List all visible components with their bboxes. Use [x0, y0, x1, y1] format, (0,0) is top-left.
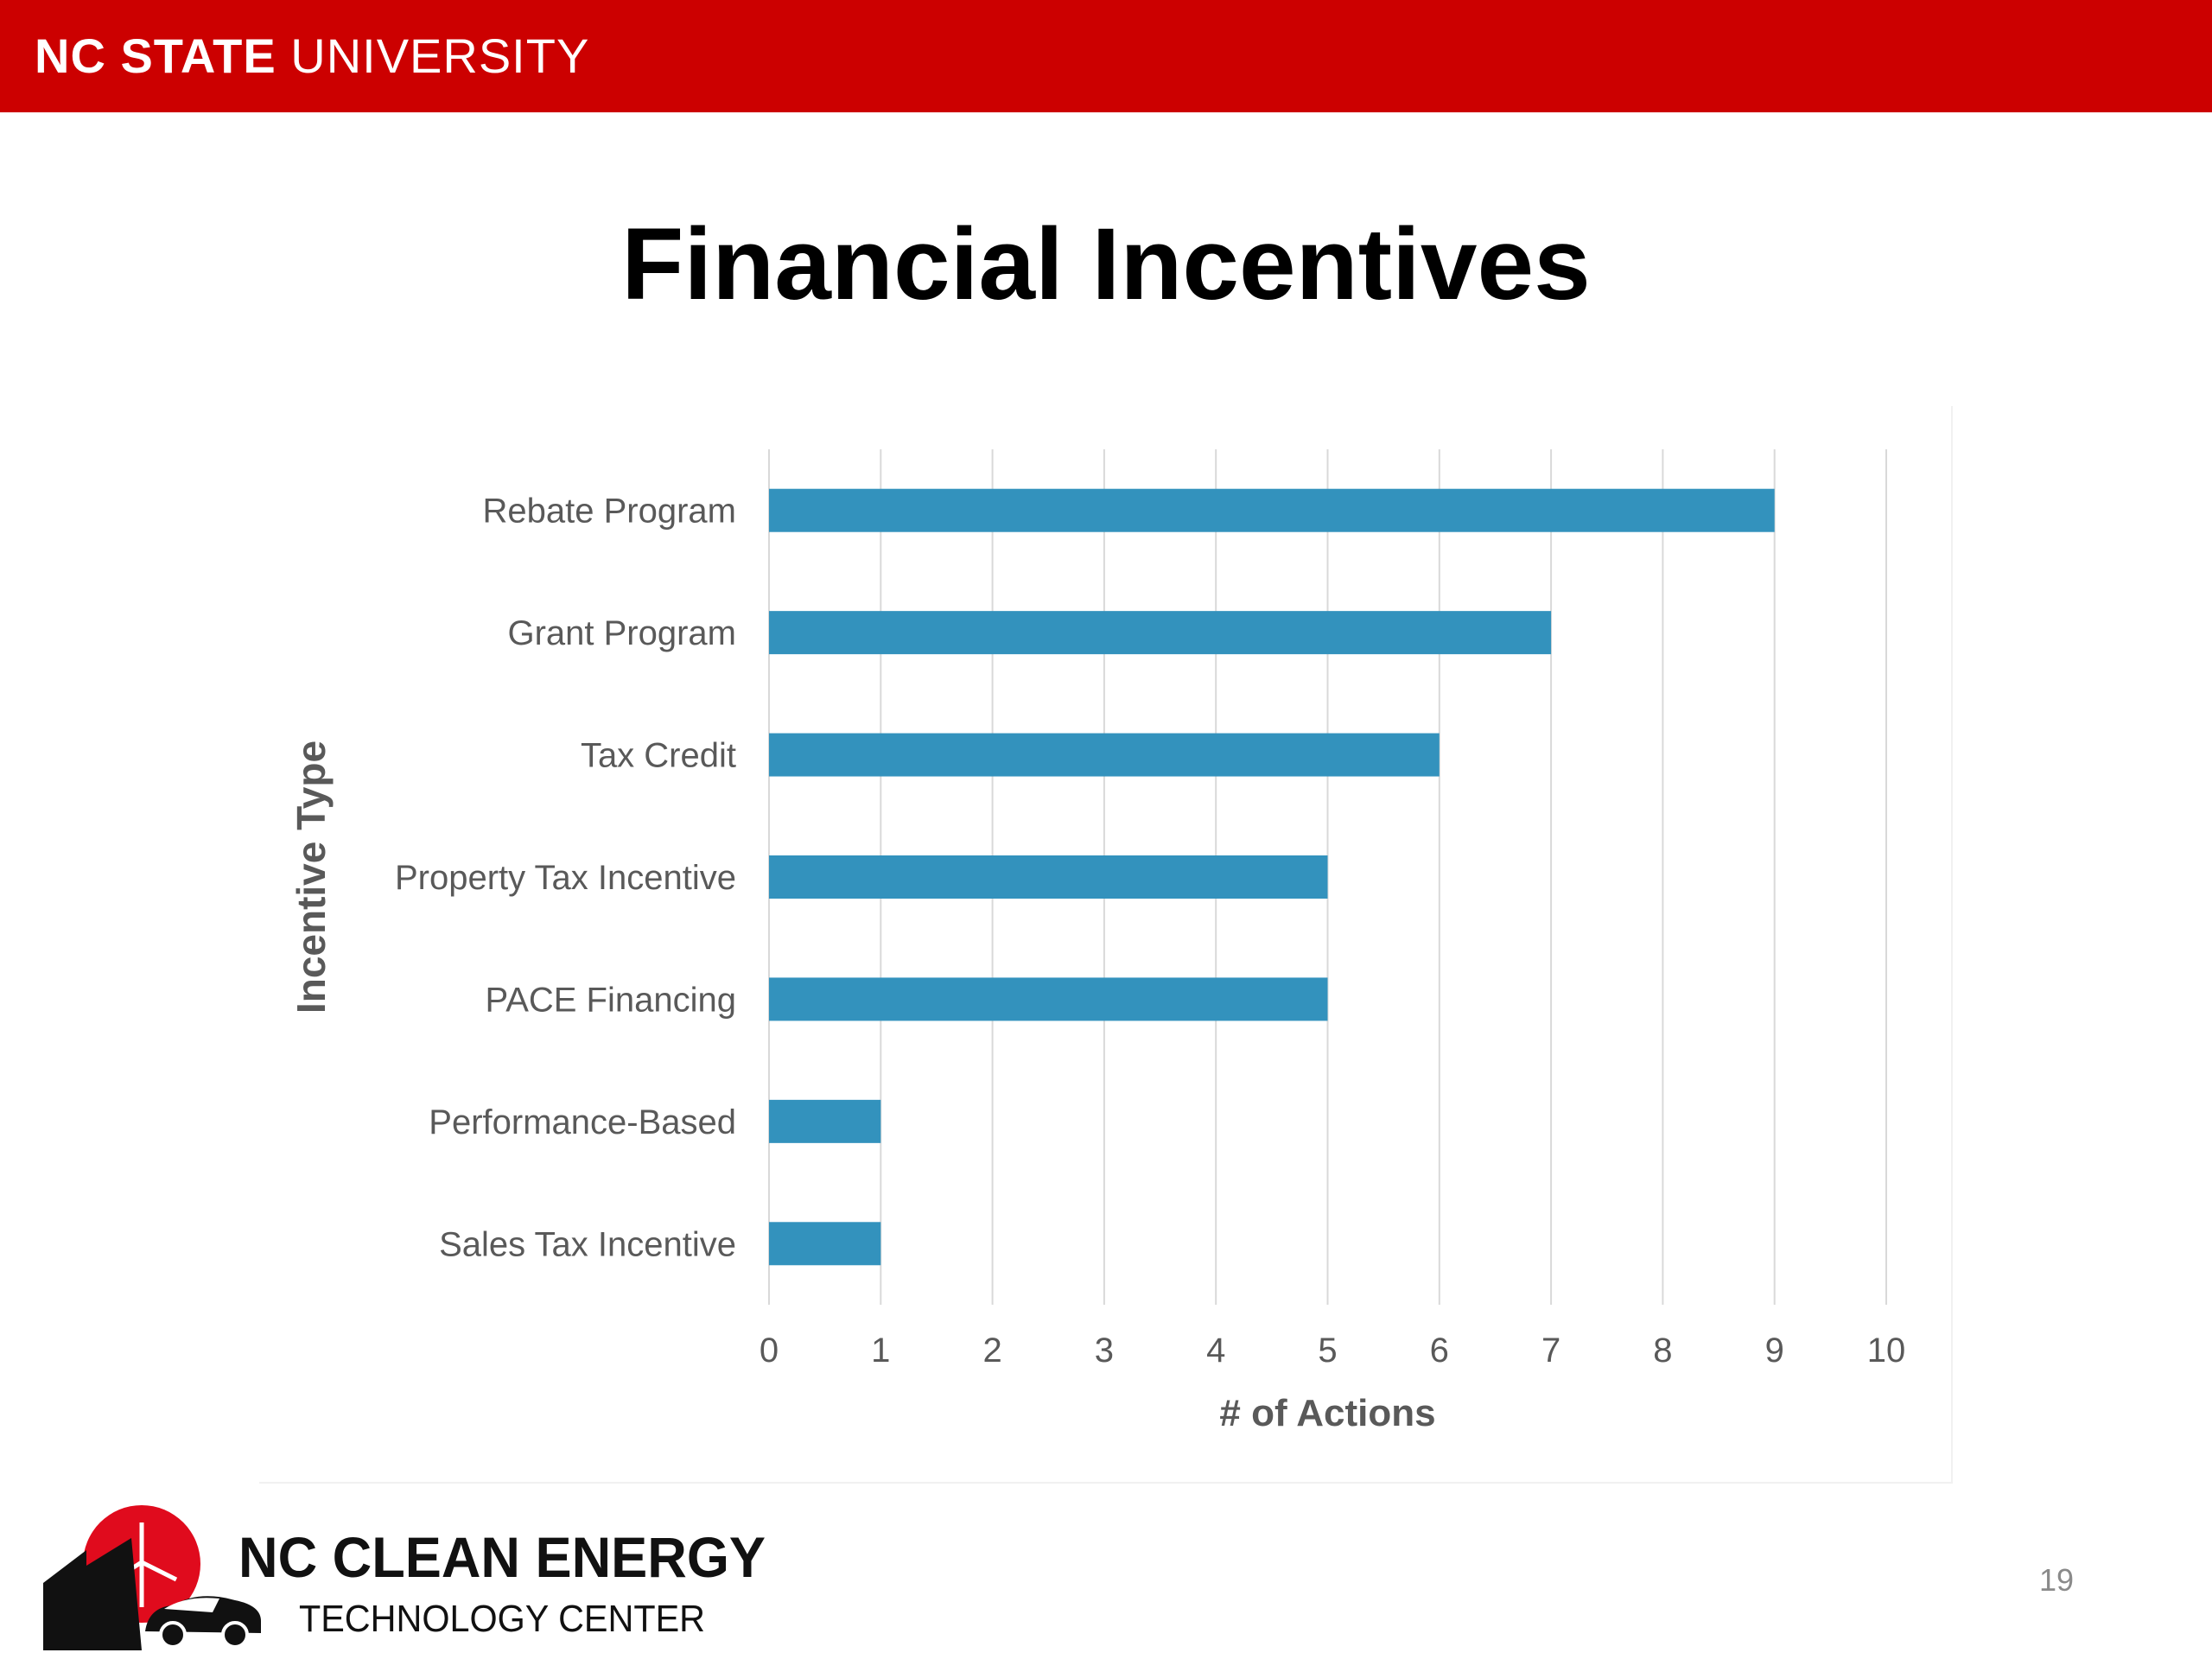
x-tick-label: 9 — [1765, 1332, 1784, 1370]
bar — [769, 733, 1440, 777]
car-icon — [145, 1596, 261, 1649]
category-label: Grant Program — [507, 614, 736, 652]
page-number: 19 — [2038, 1562, 2075, 1598]
x-tick-label: 6 — [1430, 1332, 1449, 1370]
slide-title: Financial Incentives — [621, 207, 1591, 321]
bar — [769, 977, 1328, 1021]
category-label: Sales Tax Incentive — [439, 1225, 736, 1263]
nc-clean-energy-logo: NC CLEAN ENERGY TECHNOLOGY CENTER — [43, 1505, 766, 1650]
x-tick-label: 10 — [1867, 1332, 1906, 1370]
x-tick-label: 0 — [760, 1332, 779, 1370]
bar — [769, 611, 1552, 655]
bar — [769, 1222, 881, 1266]
category-label: Property Tax Incentive — [395, 859, 736, 897]
logo-line1: NC CLEAN ENERGY — [238, 1525, 766, 1589]
x-tick-label: 3 — [1095, 1332, 1114, 1370]
x-tick-label: 2 — [982, 1332, 1001, 1370]
category-label: Rebate Program — [483, 493, 736, 531]
brand-regular-text: UNIVERSITY — [276, 29, 590, 83]
x-axis-title: # of Actions — [1219, 1392, 1435, 1434]
category-label: Performance-Based — [429, 1103, 736, 1141]
x-tick-label: 8 — [1653, 1332, 1672, 1370]
x-tick-label: 4 — [1206, 1332, 1225, 1370]
x-tick-label: 1 — [871, 1332, 890, 1370]
bar — [769, 488, 1775, 532]
bar — [769, 855, 1328, 899]
header-bar: NC STATE UNIVERSITY — [0, 0, 2212, 112]
category-label: Tax Credit — [581, 737, 736, 775]
y-axis-title: Incentive Type — [289, 741, 334, 1014]
brand-bold-text: NC STATE — [35, 29, 276, 83]
bar — [769, 1099, 881, 1143]
university-brand: NC STATE UNIVERSITY — [35, 29, 589, 83]
x-tick-label: 5 — [1318, 1332, 1337, 1370]
logo-line2: TECHNOLOGY CENTER — [299, 1598, 705, 1640]
chart-frame — [259, 406, 1953, 1484]
x-tick-label: 7 — [1541, 1332, 1560, 1370]
factory-icon — [43, 1538, 142, 1650]
category-label: PACE Financing — [485, 981, 736, 1019]
